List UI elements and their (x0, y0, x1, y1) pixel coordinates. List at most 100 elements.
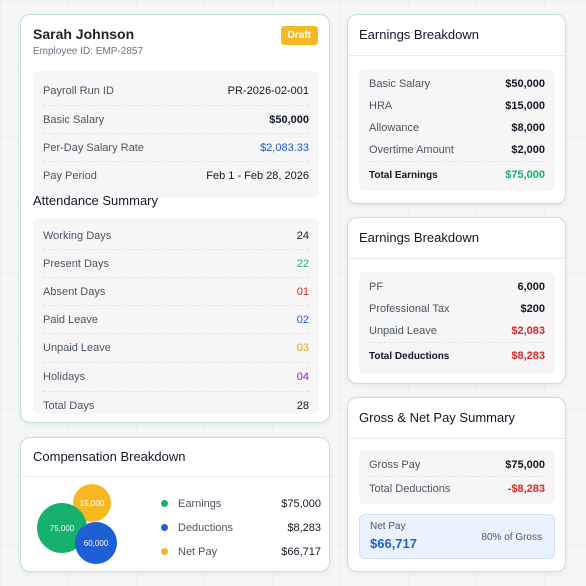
legend-item: Net Pay $66,717 (161, 540, 321, 564)
payroll-row-value: $50,000 (269, 113, 309, 126)
legend-item: Deductions $8,283 (161, 516, 321, 540)
payroll-row: Payroll Run ID PR-2026-02-001 (43, 76, 309, 106)
attendance-row-value: 24 (296, 229, 309, 242)
deductions-header: Earnings Breakdown (348, 218, 565, 259)
summary-deductions-label: Total Deductions (369, 483, 451, 495)
attendance-row-value: 22 (296, 257, 309, 270)
payroll-row-value: Feb 1 - Feb 28, 2026 (206, 169, 309, 182)
legend-value: $8,283 (287, 522, 321, 534)
attendance-row: Holidays 04 (43, 363, 309, 392)
payroll-row: Pay Period Feb 1 - Feb 28, 2026 (43, 162, 309, 189)
deduction-row: Unpaid Leave $2,083 (369, 320, 545, 343)
attendance-row-value: 04 (296, 371, 309, 383)
attendance-row-value: 02 (296, 313, 309, 326)
payroll-row-value: $2,083.33 (260, 141, 309, 154)
attendance-list: Working Days 24 Present Days 22 Absent D… (33, 218, 319, 414)
compensation-bubbles: 15,000 75,000 60,000 (35, 482, 145, 564)
attendance-row-label: Paid Leave (43, 313, 99, 326)
legend-value: $75,000 (281, 498, 321, 510)
legend-label: Earnings (178, 498, 222, 510)
earnings-row-label: HRA (369, 100, 393, 112)
attendance-row: Paid Leave 02 (43, 306, 309, 334)
attendance-row-value: 01 (296, 285, 309, 298)
deduction-row: PF 6,000 (369, 276, 545, 298)
deduction-row-value: 6,000 (517, 281, 545, 293)
deduction-row: Professional Tax $200 (369, 298, 545, 320)
legend-value: $66,717 (281, 546, 321, 558)
legend-item: Earnings $75,000 (161, 492, 321, 516)
attendance-row-label: Total Days (43, 399, 95, 412)
payroll-info: Payroll Run ID PR-2026-02-001 Basic Sala… (33, 71, 319, 198)
compensation-title: Compensation Breakdown (33, 449, 186, 464)
earnings-row-value: $8,000 (511, 122, 545, 134)
earnings-row: HRA $15,000 (369, 95, 545, 117)
earnings-row-label: Basic Salary (369, 78, 431, 90)
earnings-card: Earnings Breakdown Basic Salary $50,000 … (347, 14, 566, 204)
deduction-row-value: $200 (520, 303, 545, 315)
legend-dot (161, 548, 168, 555)
compensation-card: Compensation Breakdown 15,000 75,000 60,… (20, 437, 330, 572)
earnings-row-value: $2,000 (511, 144, 545, 156)
payroll-row-value: PR-2026-02-001 (227, 84, 309, 97)
deductions-title: Earnings Breakdown (359, 230, 479, 245)
legend-dot (161, 524, 168, 531)
summary-card: Gross & Net Pay Summary Gross Pay $75,00… (347, 397, 566, 572)
legend-dot (161, 500, 168, 507)
payroll-row: Basic Salary $50,000 (43, 106, 309, 134)
deduction-row-label: Professional Tax (369, 303, 450, 315)
net-pay-label: Net Pay (370, 521, 406, 532)
summary-list: Gross Pay $75,000 Total Deductions -$8,2… (359, 450, 555, 504)
earnings-total-value: $75,000 (505, 169, 545, 181)
earnings-row-label: Overtime Amount (369, 144, 454, 156)
attendance-row: Absent Days 01 (43, 278, 309, 306)
earnings-row-value: $50,000 (505, 78, 545, 90)
earnings-list: Basic Salary $50,000 HRA $15,000 Allowan… (359, 69, 555, 191)
attendance-row-label: Holidays (43, 371, 86, 383)
deductions-total-row: Total Deductions $8,283 (369, 343, 545, 369)
earnings-row-label: Allowance (369, 122, 420, 134)
status-badge: Draft (280, 26, 318, 45)
attendance-row: Unpaid Leave 03 (43, 334, 309, 363)
payroll-row-label: Payroll Run ID (43, 84, 114, 97)
payroll-row-label: Basic Salary (43, 113, 105, 126)
gross-pay-row: Gross Pay $75,000 (369, 454, 545, 477)
attendance-row-label: Present Days (43, 257, 110, 270)
summary-title: Gross & Net Pay Summary (359, 410, 516, 425)
compensation-legend: Earnings $75,000 Deductions $8,283 Net P… (161, 492, 321, 564)
summary-deductions-row: Total Deductions -$8,283 (369, 477, 545, 501)
earnings-title: Earnings Breakdown (359, 27, 479, 42)
bubble-60000: 60,000 (75, 522, 117, 564)
attendance-row-label: Absent Days (43, 285, 106, 298)
employee-name: Sarah Johnson (33, 26, 135, 42)
employee-id: Employee ID: EMP-2857 (33, 46, 144, 57)
attendance-row-label: Unpaid Leave (43, 342, 111, 354)
attendance-row-value: 28 (296, 399, 309, 412)
compensation-header: Compensation Breakdown (21, 438, 329, 477)
attendance-row-label: Working Days (43, 229, 112, 242)
earnings-row: Basic Salary $50,000 (369, 73, 545, 95)
summary-deductions-value: -$8,283 (507, 483, 545, 495)
deductions-total-label: Total Deductions (369, 350, 450, 362)
deduction-row-label: Unpaid Leave (369, 325, 437, 337)
attendance-row: Working Days 24 (43, 222, 309, 250)
net-pay-value: $66,717 (370, 536, 417, 551)
earnings-row-value: $15,000 (505, 100, 545, 112)
net-pay-percent: 80% of Gross (481, 532, 542, 543)
attendance-row: Total Days 28 (43, 392, 309, 419)
earnings-row: Overtime Amount $2,000 (369, 139, 545, 162)
earnings-row: Allowance $8,000 (369, 117, 545, 139)
employee-card: Sarah Johnson Employee ID: EMP-2857 Draf… (20, 14, 330, 423)
payroll-row-label: Per-Day Salary Rate (43, 141, 144, 154)
deductions-list: PF 6,000 Professional Tax $200 Unpaid Le… (359, 272, 555, 374)
gross-pay-label: Gross Pay (369, 459, 421, 471)
deductions-total-value: $8,283 (511, 350, 545, 362)
deductions-card: Earnings Breakdown PF 6,000 Professional… (347, 217, 566, 384)
payroll-row: Per-Day Salary Rate $2,083.33 (43, 134, 309, 162)
attendance-title: Attendance Summary (33, 193, 159, 208)
earnings-header: Earnings Breakdown (348, 15, 565, 56)
earnings-total-label: Total Earnings (369, 169, 438, 181)
legend-label: Net Pay (178, 546, 218, 558)
employee-header: Sarah Johnson Employee ID: EMP-2857 (21, 15, 329, 57)
payroll-row-label: Pay Period (43, 169, 97, 182)
attendance-row-value: 03 (296, 342, 309, 354)
